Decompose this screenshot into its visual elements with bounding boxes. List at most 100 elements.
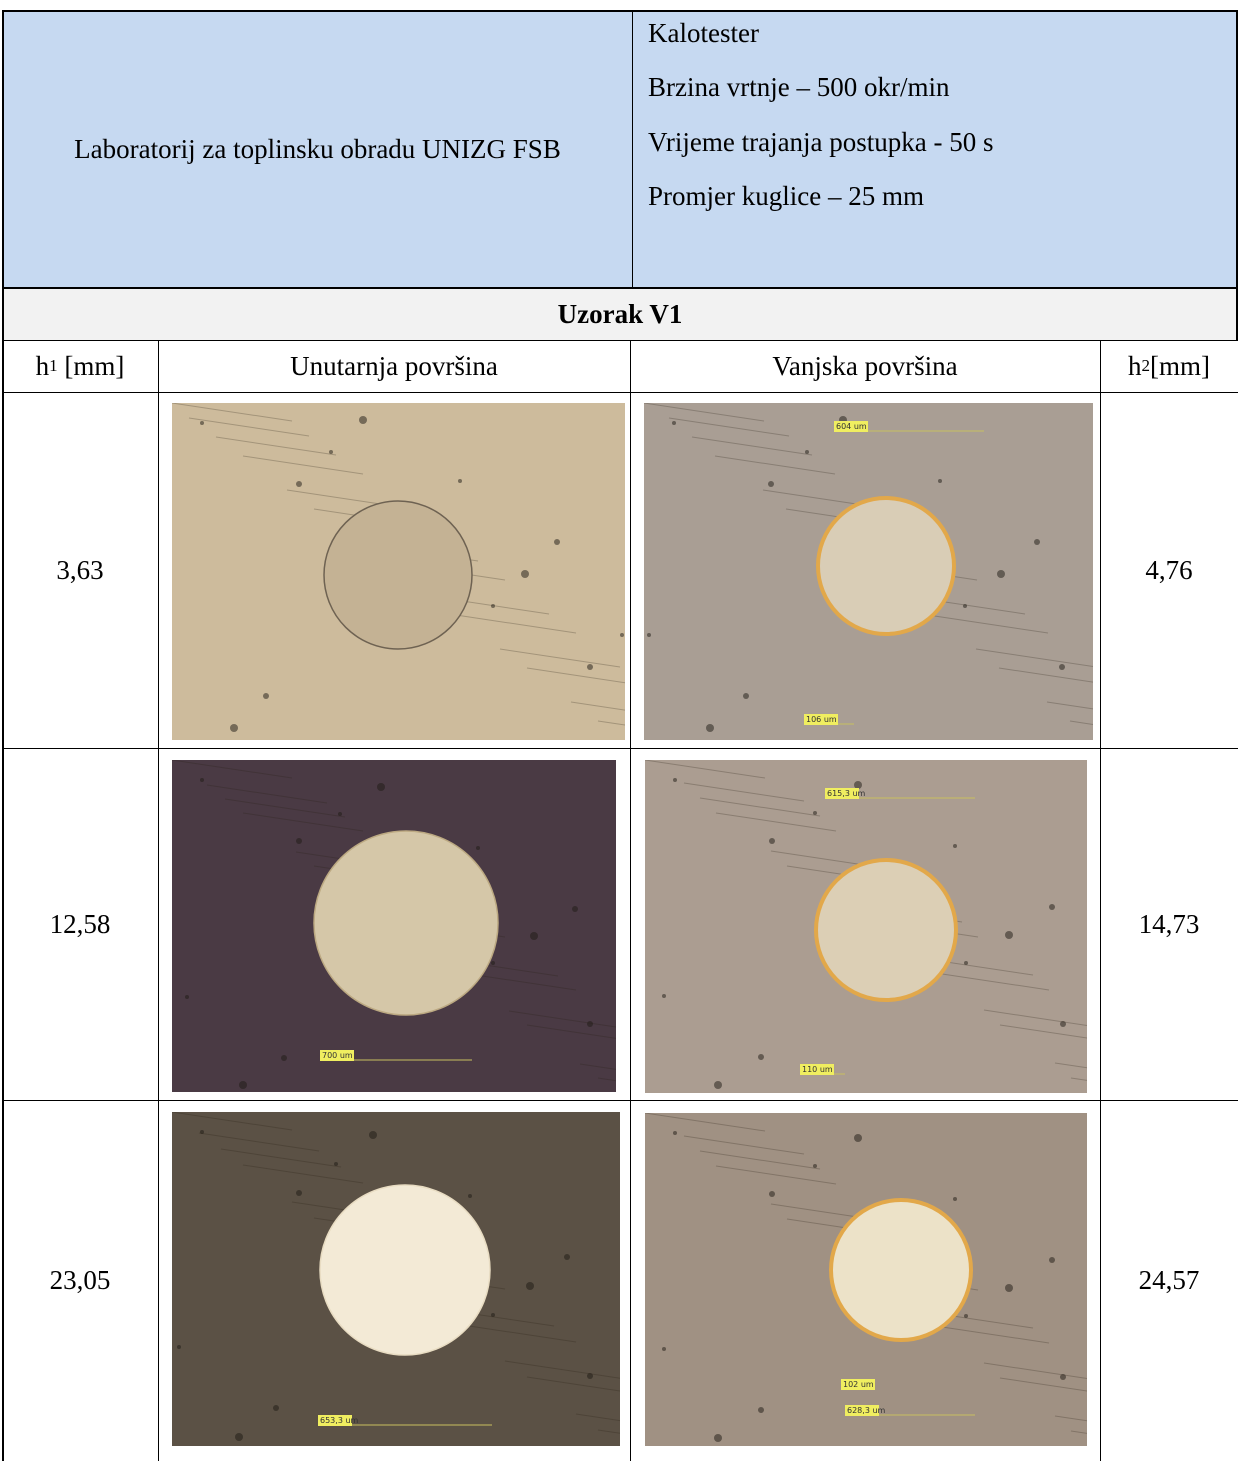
sym: h — [35, 350, 50, 381]
scratch — [215, 436, 337, 456]
scratch — [928, 971, 1050, 991]
speck — [620, 633, 624, 637]
speck — [587, 1021, 593, 1027]
param: Vrijeme trajanja postupka - 50 s — [648, 127, 994, 157]
rule — [2, 287, 1238, 289]
speck — [334, 1162, 338, 1166]
speck — [572, 906, 578, 912]
speck — [185, 995, 189, 999]
speck — [813, 811, 817, 815]
speck — [200, 778, 204, 782]
scratch — [504, 1360, 620, 1379]
speck — [587, 664, 593, 670]
scratch — [455, 614, 577, 634]
speck — [200, 1130, 204, 1134]
rule — [158, 340, 159, 1461]
scale-label: 604 um — [836, 422, 867, 431]
scratch — [699, 1150, 821, 1170]
speck — [769, 1191, 775, 1197]
scratch — [172, 403, 293, 422]
scratch — [188, 417, 310, 437]
scratch — [242, 812, 364, 832]
wear-scar — [323, 500, 473, 650]
wear-scar — [829, 1198, 973, 1342]
scratch — [597, 1429, 620, 1434]
speck — [526, 1282, 534, 1290]
col-outer: Vanjska površina — [772, 350, 958, 381]
scale-label: 628,3 um — [847, 1406, 886, 1415]
lab-name: Laboratorij za toplinsku obradu UNIZG FS… — [74, 133, 561, 164]
speck — [273, 1405, 279, 1411]
scratch — [499, 648, 621, 668]
sub: 2 — [1141, 356, 1151, 375]
label-bg — [804, 714, 838, 725]
param: Kalotester — [648, 18, 759, 48]
speck — [530, 932, 538, 940]
scratch — [597, 720, 625, 726]
scratch — [683, 1135, 805, 1155]
speck — [714, 1081, 722, 1089]
speck — [564, 1254, 570, 1260]
scratch — [526, 1024, 616, 1039]
scratch — [715, 1165, 837, 1185]
scale-label: 106 um — [806, 715, 837, 724]
rule — [630, 340, 631, 1461]
scratch — [198, 1132, 320, 1152]
scratch — [1046, 701, 1093, 710]
speck — [296, 481, 302, 487]
wear-scar — [814, 858, 958, 1002]
label-bg — [834, 421, 868, 432]
wear-scar — [816, 496, 956, 636]
scratch — [715, 812, 837, 832]
speck — [964, 961, 968, 965]
sample-bg — [2, 288, 1238, 340]
scale-label: 700 um — [322, 1051, 353, 1060]
speck — [953, 1197, 957, 1201]
scratch — [983, 1009, 1087, 1026]
scratch — [172, 760, 293, 779]
speck — [813, 1164, 817, 1168]
scratch — [526, 667, 625, 684]
scratch — [668, 417, 790, 437]
unit: [mm] — [64, 350, 125, 381]
speck — [230, 724, 238, 732]
rule — [1100, 340, 1101, 1461]
scratch — [699, 797, 821, 817]
speck — [714, 1434, 722, 1442]
speck — [177, 1345, 181, 1349]
speck — [377, 783, 385, 791]
scratch — [928, 1324, 1050, 1344]
scratch — [1069, 720, 1093, 725]
speck — [662, 1347, 666, 1351]
speck — [296, 1190, 302, 1196]
speck — [200, 421, 204, 425]
speck — [1049, 904, 1055, 910]
wear-scar — [319, 1184, 491, 1356]
scratch — [999, 1377, 1087, 1392]
speck — [997, 570, 1005, 578]
scale-label: 110 um — [802, 1065, 833, 1074]
speck — [263, 693, 269, 699]
speck — [854, 781, 862, 789]
rule — [1236, 10, 1238, 340]
scratch — [1054, 1415, 1087, 1422]
rule — [2, 10, 1238, 12]
speck — [476, 846, 480, 850]
h2-value: 24,57 — [1138, 1265, 1200, 1295]
label-bg — [825, 788, 859, 799]
inner-micrograph — [172, 403, 625, 740]
h2-value: 14,73 — [1138, 908, 1200, 939]
speck — [1005, 931, 1013, 939]
sub: 1 — [49, 356, 58, 375]
speck — [329, 450, 333, 454]
scratch — [998, 667, 1093, 683]
outer-micrograph: 604 um 106 um — [644, 403, 1093, 740]
sym: h — [1128, 350, 1142, 381]
speck — [673, 1131, 677, 1135]
scratch — [570, 701, 625, 711]
inner-micrograph: 653,3 um — [172, 1112, 620, 1446]
speck — [743, 693, 749, 699]
h1-value: 3,63 — [56, 554, 104, 585]
rule — [632, 10, 633, 288]
